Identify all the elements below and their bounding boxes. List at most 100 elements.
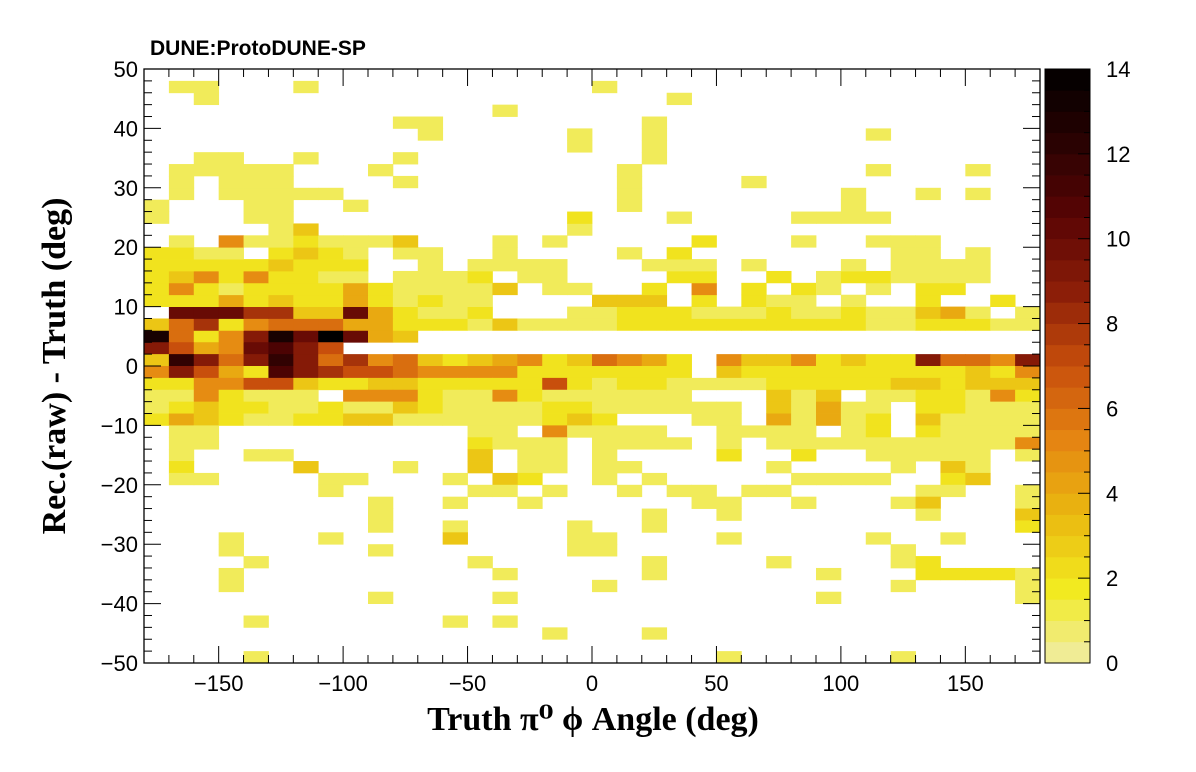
heatmap-cell — [542, 318, 568, 331]
heatmap-cell — [442, 354, 468, 367]
heatmap-cell — [243, 259, 269, 272]
heatmap-cell — [293, 461, 319, 474]
color-scale-swatch — [1045, 344, 1090, 367]
heatmap-cell — [890, 259, 916, 272]
color-scale-swatch — [1045, 281, 1090, 303]
heatmap-cell — [144, 211, 170, 224]
heatmap-cell — [990, 354, 1016, 367]
heatmap-cell — [940, 401, 966, 414]
heatmap-cell — [168, 389, 195, 403]
heatmap-cell — [865, 270, 892, 284]
heatmap-cell — [965, 318, 991, 331]
heatmap-cell — [567, 401, 593, 414]
y-tick-label: 50 — [114, 57, 138, 82]
color-scale-swatch — [1045, 259, 1090, 282]
experiment-label: DUNE:ProtoDUNE-SP — [150, 37, 366, 60]
heatmap-cell — [542, 389, 568, 403]
heatmap-cell — [567, 306, 593, 319]
heatmap-cell — [193, 259, 220, 272]
heatmap-cell — [940, 270, 966, 284]
heatmap-cell — [592, 354, 618, 367]
heatmap-cell — [293, 270, 319, 284]
heatmap-cell — [915, 306, 941, 319]
heatmap-cell — [691, 413, 717, 426]
heatmap-cell — [168, 235, 195, 248]
heatmap-cell — [1015, 401, 1041, 414]
heatmap-cell — [392, 247, 419, 260]
heatmap-cell — [890, 247, 916, 260]
heatmap-cell — [542, 282, 568, 296]
heatmap-cell — [467, 318, 493, 331]
heatmap-cell — [691, 235, 717, 248]
heatmap-cell — [1015, 413, 1041, 426]
heatmap-cell — [741, 259, 767, 272]
color-scale-label: 0 — [1106, 651, 1118, 676]
heatmap-cell — [766, 294, 792, 307]
heatmap-cell — [318, 342, 344, 355]
heatmap-cell — [766, 425, 792, 438]
heatmap-cell — [318, 282, 344, 296]
heatmap-cell — [542, 354, 568, 367]
heatmap-cell — [567, 140, 593, 153]
heatmap-cell — [467, 270, 493, 284]
heatmap-cell — [716, 651, 742, 664]
heatmap-cell — [816, 567, 842, 581]
heatmap-cell — [766, 377, 792, 391]
heatmap-cell — [168, 318, 195, 331]
heatmap-cell — [840, 199, 867, 212]
heatmap-cell — [442, 615, 468, 628]
heatmap-cell — [218, 318, 244, 331]
heatmap-cell — [965, 401, 991, 414]
heatmap-cell — [1015, 520, 1041, 533]
heatmap-cell — [243, 366, 269, 379]
heatmap-cell — [467, 259, 493, 272]
heatmap-cell — [915, 449, 941, 462]
heatmap-cell — [442, 282, 468, 296]
color-scale-swatch — [1045, 556, 1090, 579]
heatmap-cell — [218, 247, 244, 260]
heatmap-cell — [218, 366, 244, 379]
heatmap-cell — [243, 318, 269, 331]
heatmap-cell — [1015, 306, 1041, 319]
heatmap-cell — [816, 401, 842, 414]
heatmap-cell — [592, 413, 618, 426]
heatmap-cell — [368, 354, 394, 367]
heatmap-cell — [940, 366, 966, 379]
heatmap-cell — [716, 437, 742, 450]
heatmap-cell — [865, 318, 892, 331]
heatmap-cell — [417, 377, 444, 391]
heatmap-cell — [318, 401, 344, 414]
heatmap-cell — [442, 532, 468, 545]
heatmap-cell — [542, 366, 568, 379]
heatmap-cell — [343, 199, 369, 212]
heatmap-cell — [741, 306, 767, 319]
x-tick-label: −100 — [318, 671, 368, 696]
heatmap-cell — [542, 377, 568, 391]
heatmap-cell — [218, 175, 244, 189]
heatmap-cell — [542, 437, 568, 450]
heatmap-cell — [268, 211, 294, 224]
heatmap-cell — [791, 377, 817, 391]
heatmap-cell — [144, 247, 170, 260]
heatmap-cell — [318, 247, 344, 260]
heatmap-cell — [965, 389, 991, 403]
heatmap-cell — [218, 294, 244, 307]
heatmap-cell — [816, 270, 842, 284]
heatmap-cell — [965, 259, 991, 272]
heatmap-cell — [343, 472, 369, 486]
heatmap-cell — [940, 437, 966, 450]
heatmap-cell — [392, 116, 419, 129]
heatmap-cell — [417, 389, 444, 403]
heatmap-cell — [915, 377, 941, 391]
heatmap-cell — [616, 461, 643, 474]
heatmap-cell — [392, 354, 419, 367]
heatmap-cell — [890, 651, 916, 664]
color-scale-label: 4 — [1106, 481, 1118, 506]
heatmap-cell — [492, 259, 518, 272]
heatmap-cell — [990, 377, 1016, 391]
heatmap-cell — [865, 128, 892, 141]
heatmap-cell — [442, 318, 468, 331]
heatmap-cell — [592, 401, 618, 414]
heatmap-cell — [940, 532, 966, 545]
heatmap-cell — [865, 401, 892, 414]
